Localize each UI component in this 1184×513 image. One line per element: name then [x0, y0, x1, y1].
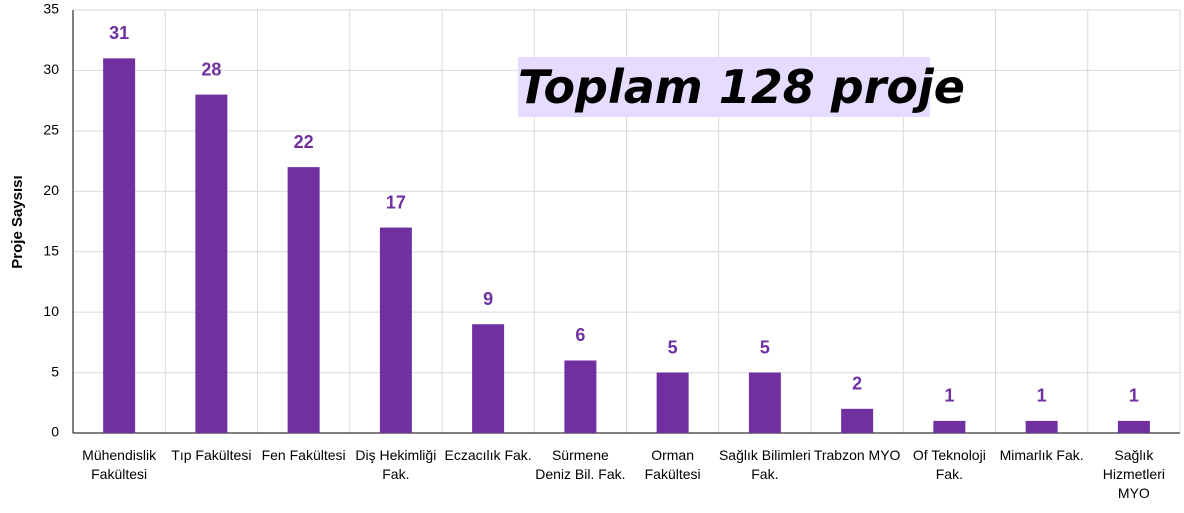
x-tick-label: Sürmene Deniz Bil. Fak.	[535, 447, 626, 482]
bar	[1117, 420, 1150, 433]
y-tick-label: 0	[51, 424, 59, 440]
x-tick-label: Orman Fakültesi	[644, 447, 701, 482]
bar	[933, 420, 966, 433]
y-tick-label: 5	[51, 363, 59, 379]
bar	[379, 227, 412, 433]
x-tick-label: Fen Fakültesi	[261, 447, 346, 463]
bar	[748, 372, 781, 433]
bar	[656, 372, 689, 433]
y-tick-label: 25	[43, 122, 59, 138]
x-tick-label: Mimarlık Fak.	[999, 447, 1084, 463]
x-tick-label: Diş Hekimliği Fak.	[355, 447, 437, 482]
bar	[841, 408, 874, 433]
bar	[103, 58, 136, 433]
data-label: 1	[1129, 386, 1139, 406]
data-label: 17	[386, 192, 406, 212]
bar	[564, 360, 597, 433]
bar	[195, 94, 228, 433]
x-tick-label: Of Teknoloji Fak.	[912, 447, 986, 482]
data-label: 9	[483, 289, 493, 309]
x-tick-label: Sağlık Hizmetleri MYO	[1102, 447, 1165, 501]
x-tick-label: Mühendislik Fakültesi	[82, 447, 157, 482]
x-tick-label: Eczacılık Fak.	[444, 447, 532, 463]
x-tick-label: Tıp Fakültesi	[171, 447, 252, 463]
data-label: 5	[760, 337, 770, 357]
annotation: Toplam 128 proje	[518, 57, 965, 117]
data-label: 22	[294, 132, 314, 152]
data-label: 1	[944, 386, 954, 406]
y-tick-label: 15	[43, 242, 59, 258]
y-tick-label: 35	[43, 1, 59, 17]
bar	[287, 167, 320, 433]
y-tick-label: 30	[43, 61, 59, 77]
data-label: 6	[575, 325, 585, 345]
bar	[472, 324, 505, 433]
data-label: 2	[852, 374, 862, 394]
bar	[1025, 420, 1058, 433]
data-label: 31	[109, 23, 129, 43]
y-axis-label: Proje Saysısı	[9, 175, 26, 268]
y-tick-label: 10	[43, 303, 59, 319]
y-tick-label: 20	[43, 182, 59, 198]
x-tick-label: Sağlık Bilimleri Fak.	[718, 447, 811, 482]
data-label: 5	[668, 337, 678, 357]
x-tick-label: Trabzon MYO	[813, 447, 901, 463]
data-label: 28	[201, 59, 221, 79]
data-label: 1	[1037, 386, 1047, 406]
